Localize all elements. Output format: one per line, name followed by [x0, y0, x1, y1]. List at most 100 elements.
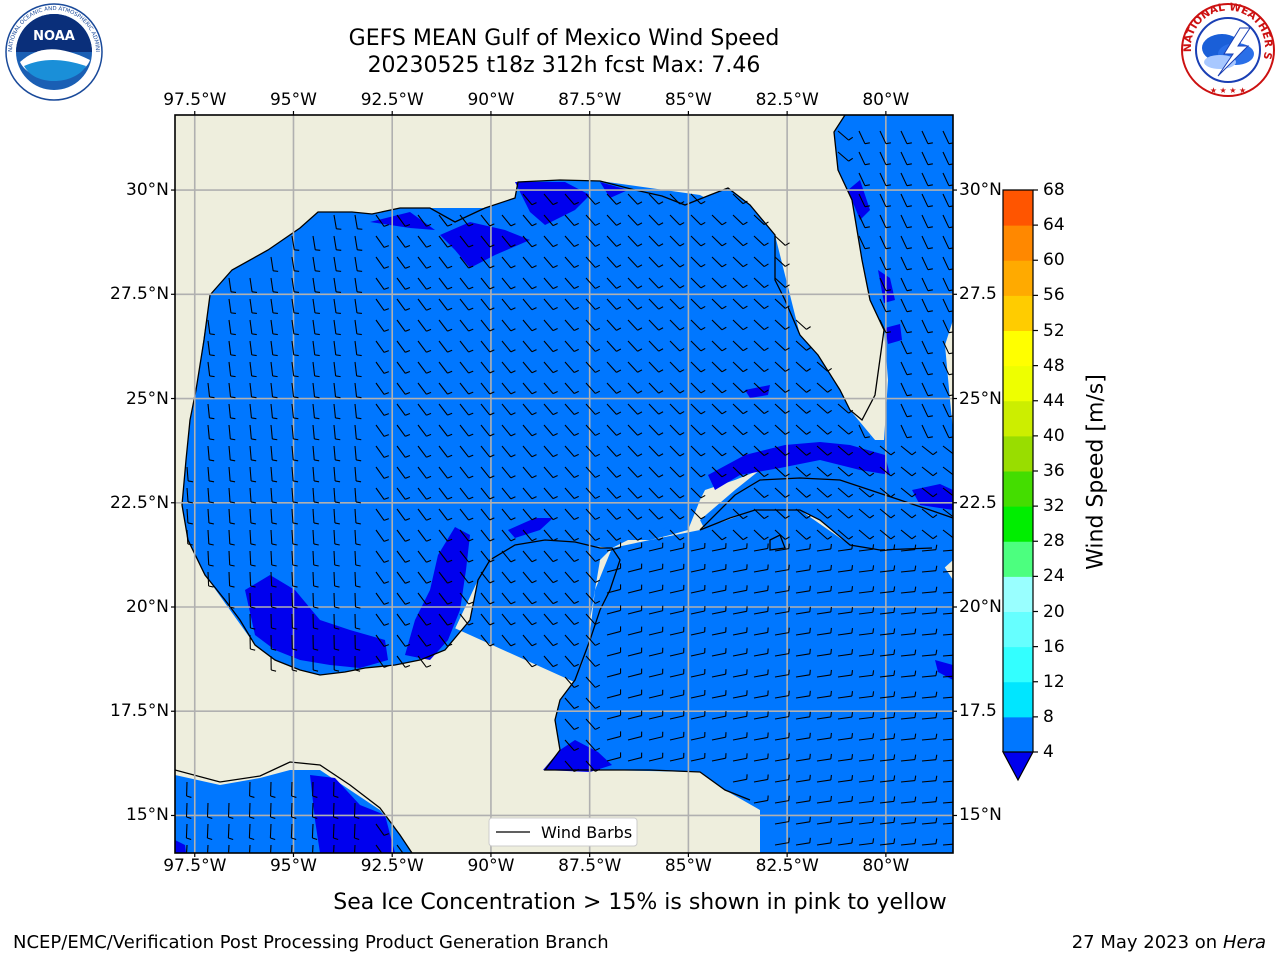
- wind-barb-flag: [383, 350, 390, 353]
- wind-barb: [522, 298, 533, 311]
- wind-barb-flag: [552, 243, 558, 248]
- wind-barb-flag: [447, 328, 453, 332]
- wind-barb: [249, 529, 252, 545]
- wind-barb: [816, 508, 828, 519]
- wind-barb: [816, 590, 831, 594]
- wind-barb: [711, 361, 723, 373]
- wind-barb-flag: [271, 522, 277, 525]
- wind-barb: [711, 340, 723, 352]
- wind-barb: [816, 569, 831, 573]
- wind-barb-flag: [827, 410, 832, 414]
- wind-barb-flag: [906, 163, 912, 166]
- colorbar-segment: [1003, 646, 1033, 683]
- wind-barb: [690, 568, 705, 573]
- wind-barb: [291, 844, 293, 853]
- wind-barb-flag: [914, 817, 917, 823]
- wind-barb-flag: [531, 601, 537, 605]
- wind-barb: [543, 424, 554, 436]
- wind-barb-flag: [679, 285, 685, 289]
- wind-barb: [270, 466, 273, 481]
- wind-barb: [543, 550, 554, 562]
- wind-barb: [354, 445, 357, 460]
- wind-barb-flag: [405, 580, 411, 584]
- wind-barb-flag: [851, 649, 854, 655]
- wind-barb: [564, 424, 575, 436]
- wind-barb: [312, 319, 316, 334]
- wind-barb: [228, 361, 232, 376]
- wind-barb: [900, 403, 908, 417]
- wind-barb-flag: [489, 391, 495, 395]
- wind-barb: [711, 277, 723, 289]
- wind-barb: [291, 445, 294, 460]
- wind-barb-flag: [637, 495, 643, 499]
- wind-barb-flag: [809, 732, 811, 738]
- wind-barb-flag: [851, 712, 854, 718]
- wind-barb-flag: [250, 501, 257, 504]
- map-frame: [174, 114, 954, 854]
- wind-barb: [396, 571, 406, 584]
- wind-barb-flag: [869, 514, 875, 519]
- wind-barb: [543, 361, 554, 373]
- wind-barb-flag: [573, 747, 579, 752]
- wind-barb-flag: [510, 265, 516, 269]
- wind-barb: [900, 611, 915, 615]
- wind-barb: [711, 466, 723, 478]
- wind-barb: [690, 736, 705, 741]
- wind-barb-flag: [954, 493, 958, 496]
- wind-barb: [900, 716, 915, 720]
- wind-barb: [837, 758, 852, 762]
- wind-barb-flag: [906, 289, 912, 292]
- wind-barb-flag: [885, 331, 891, 334]
- wind-barb-flag: [935, 649, 938, 655]
- wind-barb-flag: [383, 833, 390, 836]
- wind-barb: [312, 403, 315, 418]
- colorbar-segment: [1003, 330, 1033, 367]
- wind-barb-flag: [658, 222, 664, 226]
- wind-barb: [585, 298, 596, 310]
- wind-barb: [270, 403, 273, 418]
- wind-barb: [585, 718, 596, 730]
- wind-barb-flag: [208, 564, 214, 567]
- wind-barb-flag: [914, 670, 917, 676]
- wind-barb: [795, 403, 807, 414]
- wind-barb-flag: [426, 538, 432, 542]
- wind-barb: [900, 382, 908, 396]
- wind-barb-flag: [510, 412, 516, 416]
- wind-barb-flag: [700, 452, 706, 457]
- wind-barb: [417, 571, 427, 584]
- wind-barb-flag: [355, 501, 362, 504]
- wind-barb: [396, 844, 404, 853]
- wind-barb-flag: [806, 326, 811, 330]
- wind-barb-flag: [721, 263, 727, 268]
- wind-barb: [522, 550, 533, 563]
- wind-barb-flag: [272, 396, 278, 399]
- wind-barb-flag: [293, 291, 300, 293]
- wind-barb: [606, 529, 617, 541]
- wind-barb: [669, 652, 684, 657]
- wind-barb-flag: [335, 459, 341, 462]
- wind-barb-flag: [335, 480, 341, 483]
- wind-barb-flag: [948, 331, 953, 334]
- wind-barb-flag: [658, 306, 664, 310]
- wind-barb: [312, 487, 315, 503]
- wind-barb-flag: [293, 333, 299, 336]
- wind-barb: [606, 588, 621, 594]
- wind-barb-flag: [658, 537, 664, 541]
- wind-barb-flag: [405, 433, 411, 437]
- wind-barb: [669, 631, 684, 636]
- wind-barb-flag: [405, 307, 411, 311]
- wind-barb-flag: [616, 432, 622, 436]
- wind-barb-flag: [552, 201, 558, 206]
- wind-barb: [900, 340, 908, 354]
- wind-barb: [732, 694, 747, 699]
- lon-label-bottom: 87.5°W: [558, 856, 622, 876]
- wind-barb-flag: [573, 390, 579, 395]
- wind-barb: [564, 571, 575, 583]
- wind-barb: [354, 382, 358, 397]
- wind-barb: [732, 466, 744, 478]
- wind-barb: [564, 193, 575, 205]
- wind-barb: [606, 403, 617, 415]
- wind-barb-flag: [700, 515, 706, 520]
- wind-barb-flag: [763, 473, 769, 478]
- wind-barb-flag: [935, 817, 938, 823]
